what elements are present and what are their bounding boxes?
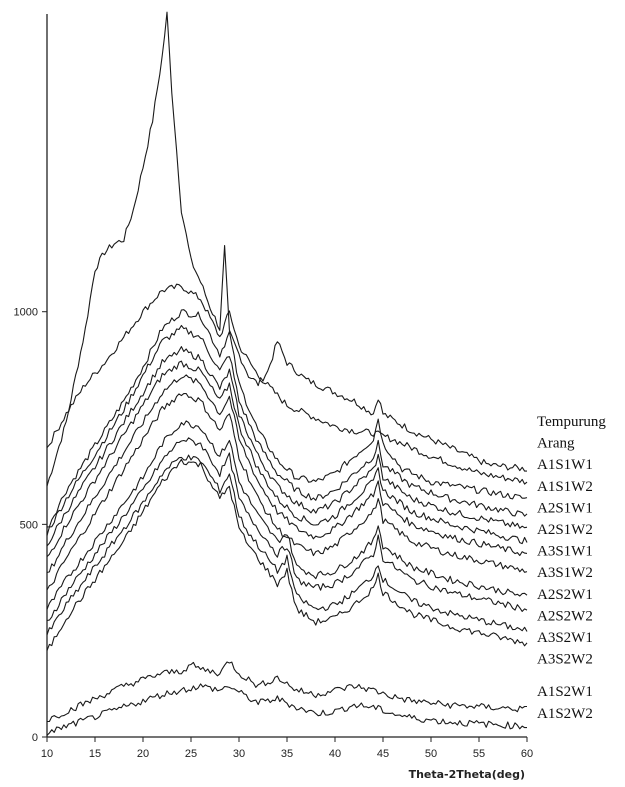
x-tick-label: 15 bbox=[89, 748, 101, 760]
series-line-a2s2w1 bbox=[46, 420, 528, 610]
series-label: A1S1W2 bbox=[537, 479, 593, 495]
series-line-a1s2w2 bbox=[46, 683, 527, 736]
series-line-a2s2w2 bbox=[46, 437, 528, 622]
series-line-a1s1w2 bbox=[46, 324, 528, 536]
x-tick-label: 25 bbox=[185, 748, 197, 760]
series-lines bbox=[46, 11, 528, 736]
series-label: A2S1W1 bbox=[537, 500, 593, 516]
x-axis-title: Theta-2Theta(deg) bbox=[409, 768, 525, 781]
x-tick-label: 20 bbox=[137, 748, 149, 760]
x-axis-ticks: 10 15 20 25 30 35 40 45 50 55 60 bbox=[41, 737, 533, 760]
series-line-a3s2w1 bbox=[46, 454, 528, 636]
x-tick-label: 35 bbox=[281, 748, 293, 760]
series-label: A3S1W2 bbox=[537, 565, 593, 581]
series-labels: Tempurung Arang A1S1W1 A1S1W2 A2S1W1 A2S1W2 A3… bbox=[537, 414, 606, 722]
series-label: A3S2W1 bbox=[537, 630, 593, 646]
series-label: Tempurung bbox=[537, 414, 606, 430]
series-label: Arang bbox=[537, 436, 575, 452]
x-tick-label: 30 bbox=[233, 748, 245, 760]
series-line-a2s1w2 bbox=[46, 360, 528, 557]
x-tick-label: 55 bbox=[473, 748, 485, 760]
x-tick-label: 40 bbox=[329, 748, 341, 760]
y-tick-label: 0 bbox=[32, 732, 38, 744]
plot-area: 0 500 1000 10 15 20 25 30 35 40 45 50 55 60 Tempurun… bbox=[14, 11, 606, 760]
series-label: A2S2W2 bbox=[537, 608, 593, 624]
series-label: A1S1W1 bbox=[537, 457, 593, 473]
x-tick-label: 60 bbox=[521, 748, 533, 760]
series-line-a2s1w1 bbox=[46, 346, 528, 547]
series-label: A3S2W2 bbox=[537, 652, 593, 668]
series-label: A3S1W1 bbox=[537, 544, 593, 560]
series-line-a3s2w2 bbox=[46, 458, 528, 651]
series-line-a1s1w1 bbox=[46, 309, 528, 528]
series-label: A1S2W1 bbox=[537, 684, 593, 700]
series-label: A2S1W2 bbox=[537, 522, 593, 538]
y-tick-label: 1000 bbox=[14, 307, 38, 319]
series-line-tempurung bbox=[46, 11, 527, 487]
y-axis-ticks: 0 500 1000 bbox=[14, 307, 47, 744]
series-label: A2S2W1 bbox=[537, 587, 593, 603]
x-tick-label: 45 bbox=[377, 748, 389, 760]
x-tick-label: 50 bbox=[425, 748, 437, 760]
series-line-a1s2w1 bbox=[47, 661, 527, 723]
series-line-a3s1w1 bbox=[46, 374, 528, 574]
y-tick-label: 500 bbox=[20, 519, 38, 531]
x-tick-label: 10 bbox=[41, 748, 53, 760]
series-label: A1S2W2 bbox=[537, 706, 593, 722]
series-line-a3s1w2 bbox=[46, 392, 528, 591]
series-line-arang bbox=[46, 283, 528, 485]
